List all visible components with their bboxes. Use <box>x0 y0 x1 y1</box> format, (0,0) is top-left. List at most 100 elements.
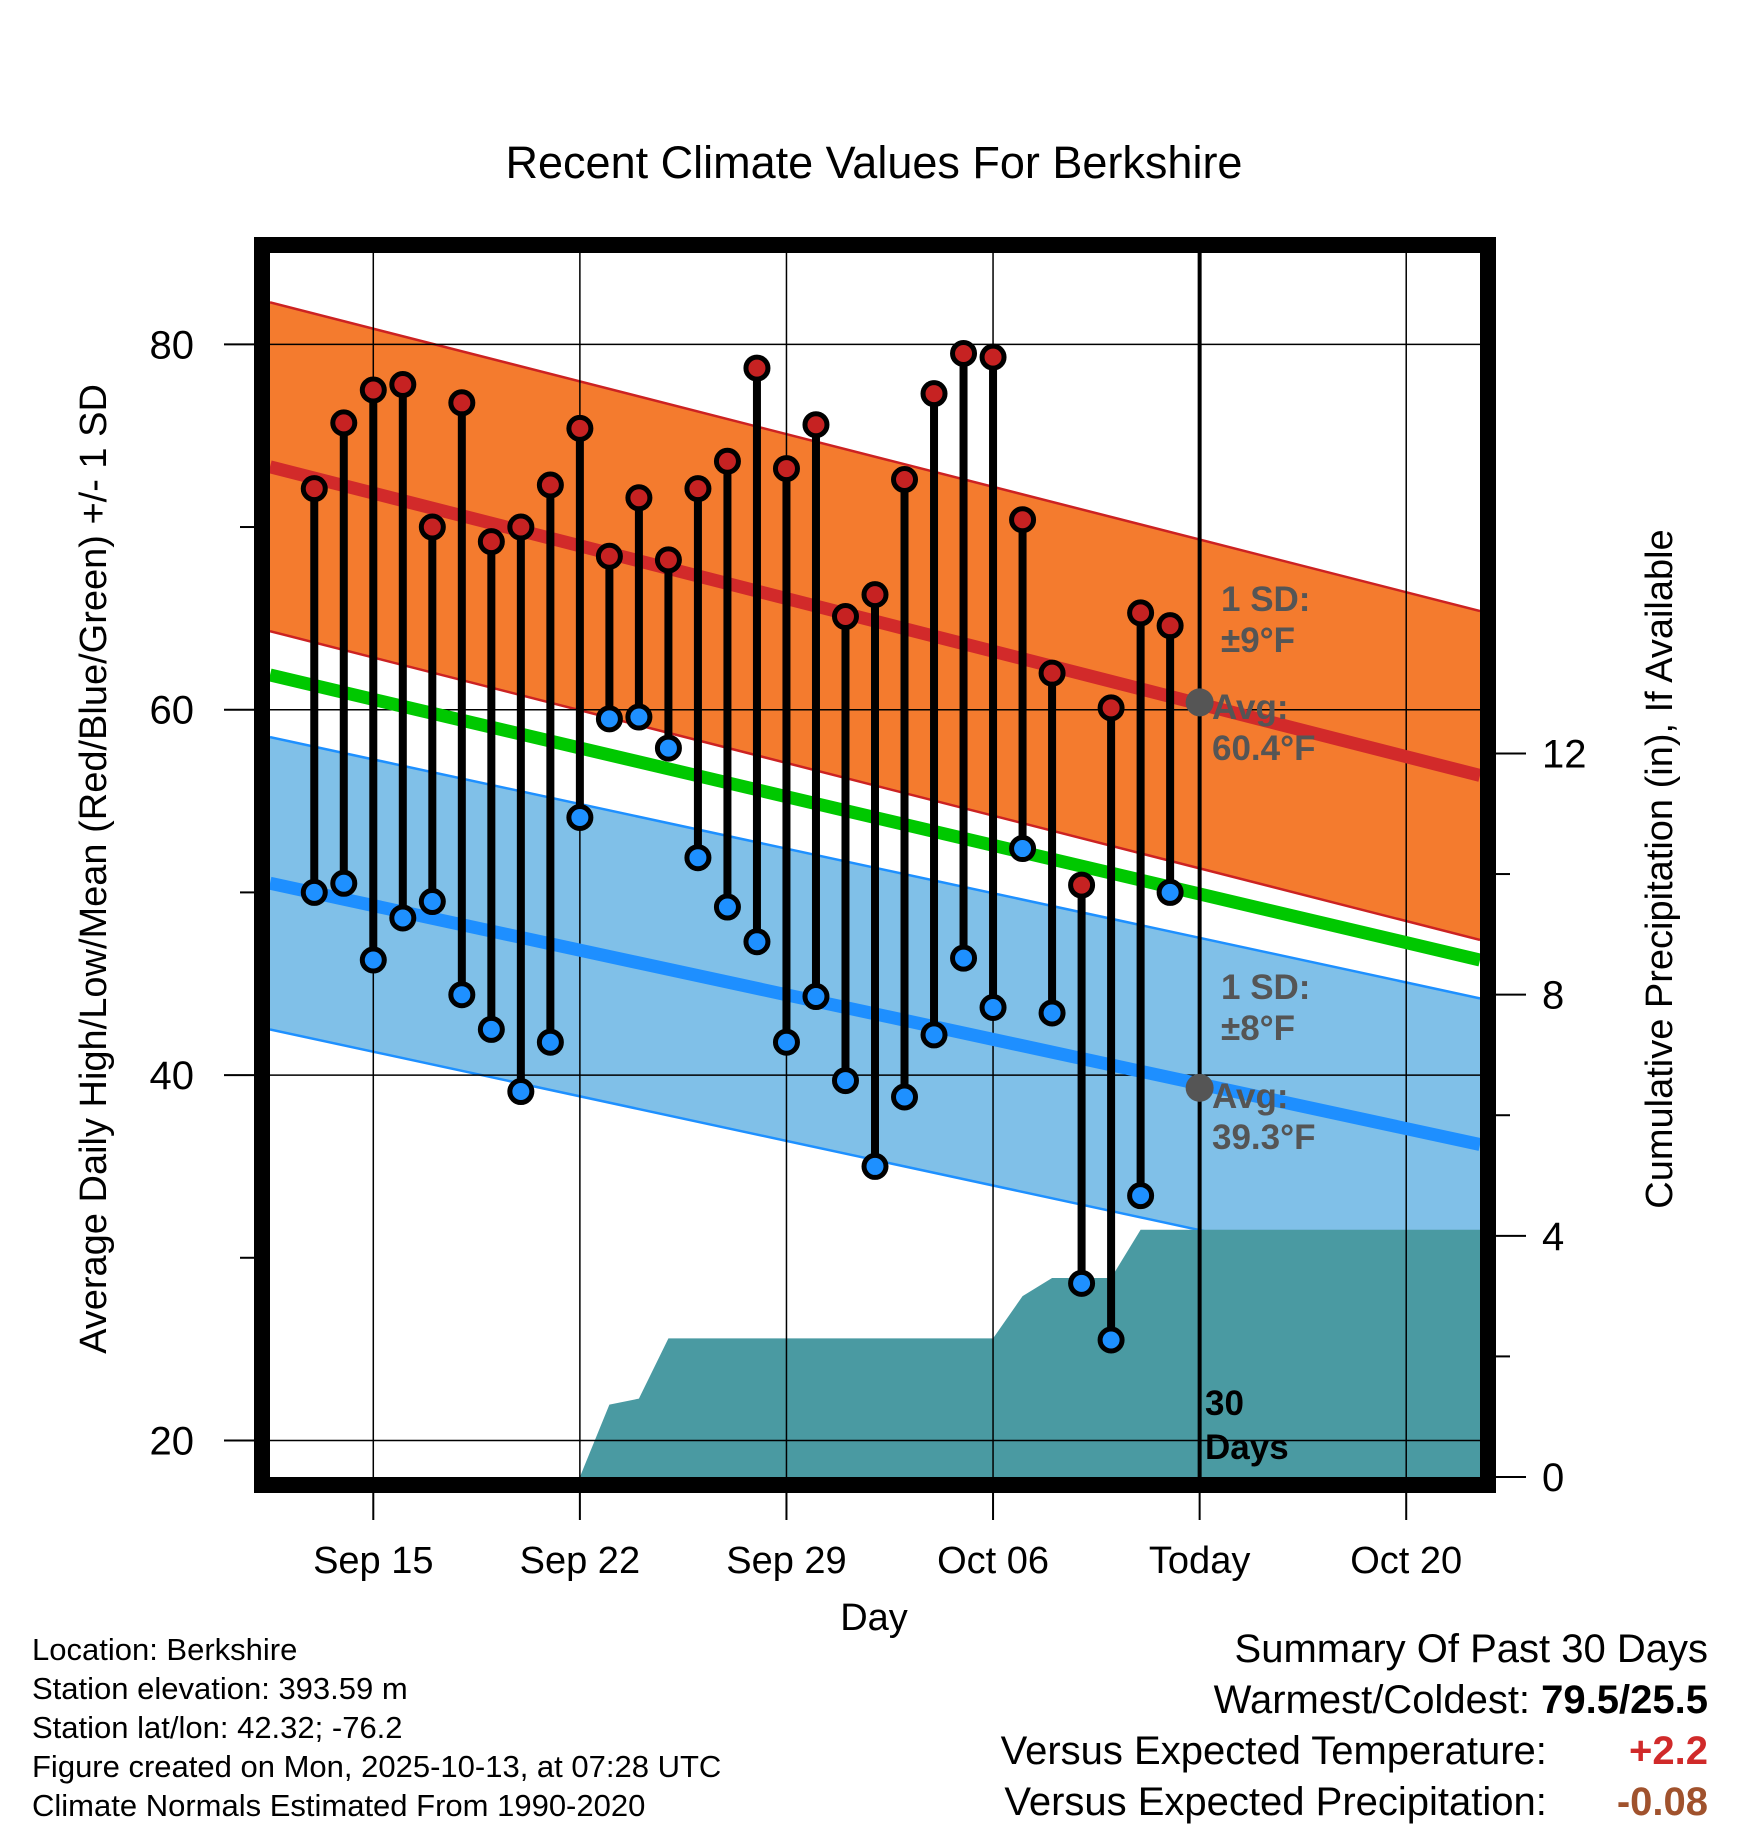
cumulative-precip-area <box>579 1229 1480 1477</box>
summary-panel: Summary Of Past 30 Days Warmest/Coldest:… <box>1001 1624 1708 1828</box>
high-avg-label: Avg: <box>1212 688 1288 727</box>
summary-warmest-row: Warmest/Coldest: 79.5/25.5 <box>1001 1675 1708 1726</box>
observed-low-point <box>566 804 594 832</box>
observed-low-point <box>300 878 328 906</box>
observed-low-point <box>1127 1182 1155 1210</box>
observed-high-point <box>654 546 682 574</box>
precip-departure-value: -0.08 <box>1616 1780 1708 1824</box>
observed-high-point <box>359 376 387 404</box>
observed-high-point <box>743 354 771 382</box>
observed-low-point <box>772 1028 800 1056</box>
today-avg-low-marker <box>1185 1073 1214 1102</box>
observed-low-point <box>536 1028 564 1056</box>
elevation-text: Station elevation: 393.59 m <box>32 1671 408 1706</box>
observed-high-point <box>979 343 1007 371</box>
x-axis-label: Day <box>840 1597 908 1639</box>
summary-title: Summary Of Past 30 Days <box>1234 1627 1708 1671</box>
observed-low-point <box>1068 1269 1096 1297</box>
y2-tick-label: 0 <box>1542 1456 1564 1500</box>
observed-high-point <box>1156 612 1184 640</box>
period-unit: Days <box>1205 1428 1289 1467</box>
precip-departure-label: Versus Expected Precipitation: <box>1004 1780 1547 1824</box>
x-tick-label: Today <box>1149 1540 1250 1582</box>
observed-low-point <box>330 869 358 897</box>
observed-low-point <box>389 904 417 932</box>
observed-high-point <box>713 447 741 475</box>
observed-low-point <box>920 1021 948 1049</box>
x-tick-label: Sep 15 <box>313 1540 433 1582</box>
warmest-label: Warmest/Coldest: <box>1213 1678 1531 1722</box>
plot-frame <box>254 237 1496 1493</box>
observed-high-point <box>595 542 623 570</box>
observed-high-point <box>861 581 889 609</box>
station-info: Location: Berkshire Station elevation: 3… <box>32 1630 721 1825</box>
latlon-text: Station lat/lon: 42.32; -76.2 <box>32 1710 403 1745</box>
observed-high-point <box>300 475 328 503</box>
observed-low-point <box>713 893 741 921</box>
x-tick-label: Sep 22 <box>520 1540 640 1582</box>
x-tick-label: Oct 20 <box>1350 1540 1462 1582</box>
observed-high-point <box>950 339 978 367</box>
observed-high-point <box>448 389 476 417</box>
observed-low-point <box>507 1078 535 1106</box>
y-tick-label: 80 <box>150 323 195 367</box>
observed-high-point <box>1068 871 1096 899</box>
observed-low-point <box>684 844 712 872</box>
observed-high-point <box>1097 694 1125 722</box>
location-text: Location: Berkshire <box>32 1632 298 1667</box>
observed-low-point <box>359 946 387 974</box>
summary-temp-row: Versus Expected Temperature: +2.2 <box>1001 1726 1708 1777</box>
observed-low-point <box>891 1083 919 1111</box>
y2-tick-label: 8 <box>1542 974 1564 1018</box>
observed-high-point <box>1038 659 1066 687</box>
observed-low-point <box>1097 1326 1125 1354</box>
observed-low-point <box>477 1015 505 1043</box>
observed-high-point <box>1127 599 1155 627</box>
x-tick-label: Sep 29 <box>726 1540 846 1582</box>
y2-tick-label: 4 <box>1542 1215 1564 1259</box>
observed-low-point <box>448 981 476 1009</box>
low-avg-value: 39.3°F <box>1212 1118 1316 1157</box>
chart-title: Recent Climate Values For Berkshire <box>506 137 1243 188</box>
y-tick-label: 20 <box>150 1419 195 1463</box>
observed-low-point <box>831 1067 859 1095</box>
observed-high-point <box>920 380 948 408</box>
created-text: Figure created on Mon, 2025-10-13, at 07… <box>32 1749 722 1784</box>
observed-low-point <box>654 734 682 762</box>
observed-high-point <box>536 471 564 499</box>
summary-precip-row: Versus Expected Precipitation: -0.08 <box>1001 1777 1708 1828</box>
observed-low-point <box>950 944 978 972</box>
observed-low-point <box>861 1152 889 1180</box>
y-axis-label: Average Daily High/Low/Mean (Red/Blue/Gr… <box>73 384 115 1354</box>
observed-high-point <box>625 484 653 512</box>
observed-high-point <box>330 409 358 437</box>
warmest-value: 79.5/25.5 <box>1541 1678 1708 1722</box>
observed-low-point <box>1038 999 1066 1027</box>
observed-low-point <box>743 928 771 956</box>
observed-high-point <box>831 603 859 631</box>
observed-high-point <box>418 513 446 541</box>
observed-low-point <box>1009 835 1037 863</box>
temp-departure-value: +2.2 <box>1629 1729 1708 1773</box>
observed-low-point <box>802 983 830 1011</box>
observed-high-point <box>772 455 800 483</box>
today-avg-high-marker <box>1185 688 1214 717</box>
observed-low-point <box>1156 878 1184 906</box>
observed-high-point <box>566 414 594 442</box>
normals-text: Climate Normals Estimated From 1990-2020 <box>32 1788 646 1823</box>
high-avg-value: 60.4°F <box>1212 729 1316 768</box>
observed-high-point <box>477 528 505 556</box>
y2-tick-label: 12 <box>1542 732 1587 776</box>
temp-departure-label: Versus Expected Temperature: <box>1000 1729 1547 1773</box>
observed-high-point <box>507 513 535 541</box>
period-count: 30 <box>1205 1384 1244 1423</box>
normal-high-sd-upper-edge <box>270 301 1480 613</box>
observed-low-point <box>418 888 446 916</box>
observed-high-point <box>389 371 417 399</box>
observed-low-point <box>595 705 623 733</box>
observed-high-point <box>1009 506 1037 534</box>
observed-low-point <box>625 703 653 731</box>
high-sd-value: ±9°F <box>1221 621 1295 660</box>
